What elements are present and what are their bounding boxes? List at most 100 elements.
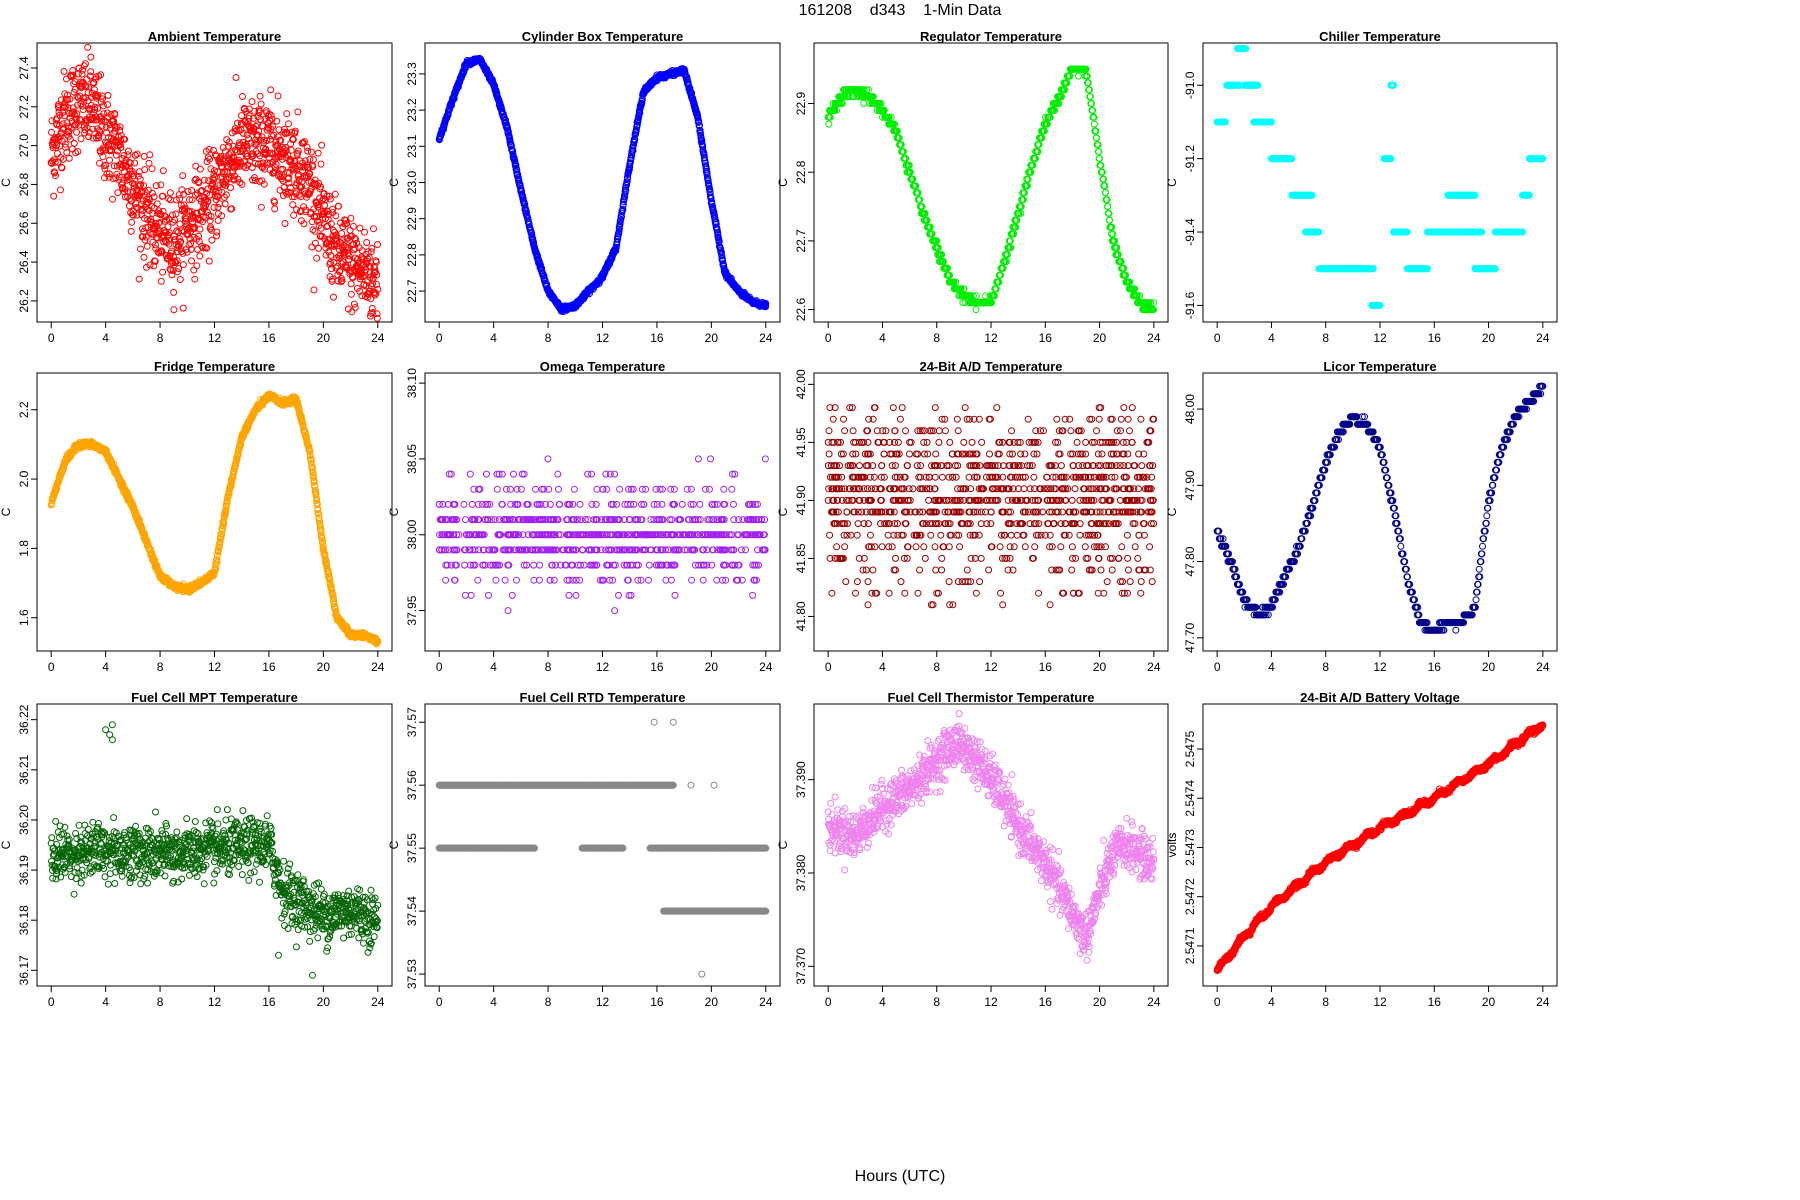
data-point [159, 268, 167, 276]
x-tick-label: 0 [436, 331, 443, 345]
data-point [102, 161, 110, 169]
data-point [314, 149, 322, 157]
y-tick-label: -91.4 [1183, 218, 1197, 246]
data-point [218, 212, 226, 220]
data-point [203, 244, 211, 252]
data-point [127, 227, 135, 235]
data-point [173, 257, 181, 265]
data-point [188, 187, 196, 194]
data-point [368, 244, 376, 252]
data-point [213, 168, 221, 176]
data-point [107, 111, 115, 118]
data-point [374, 241, 381, 248]
data-point [124, 193, 132, 201]
data-point [74, 101, 82, 109]
data-series [435, 54, 770, 316]
data-point [196, 252, 204, 260]
data-point [190, 266, 198, 274]
data-point [109, 195, 116, 203]
data-series [47, 43, 382, 322]
data-point [294, 147, 302, 155]
data-point [253, 138, 261, 146]
panel-title: Cylinder Box Temperature [522, 29, 684, 44]
y-tick-label: 22.9 [405, 207, 419, 231]
data-point [177, 245, 185, 253]
data-point [150, 262, 158, 270]
data-point [825, 120, 833, 128]
data-point [336, 267, 344, 275]
data-point [157, 277, 165, 285]
y-tick-label: 23.1 [405, 134, 419, 158]
data-point [345, 255, 353, 263]
data-point [235, 162, 243, 170]
data-point [219, 170, 227, 178]
data-point [250, 174, 258, 181]
data-point [271, 205, 279, 213]
y-tick-label: 22.6 [794, 298, 808, 322]
data-point [267, 86, 275, 94]
data-point [154, 234, 162, 242]
data-point [194, 216, 202, 224]
y-axis-label: C [776, 178, 790, 187]
data-point [321, 196, 329, 204]
data-point [340, 241, 348, 249]
data-point [131, 151, 139, 159]
data-point [352, 235, 360, 243]
data-point [272, 160, 280, 168]
data-point [257, 100, 265, 108]
data-point [131, 159, 139, 167]
data-point [270, 131, 278, 139]
data-point [335, 202, 343, 210]
data-point [230, 176, 238, 184]
y-tick-label: -91.0 [1183, 71, 1197, 99]
data-point [253, 121, 261, 129]
data-point [281, 220, 289, 227]
y-tick-label: -91.2 [1183, 145, 1197, 173]
data-point [146, 261, 154, 269]
data-point [225, 138, 233, 146]
data-point [193, 262, 201, 270]
data-point [73, 110, 81, 118]
data-point [128, 167, 136, 175]
data-point [142, 224, 150, 232]
data-point [141, 188, 149, 196]
y-tick-label: 26.2 [17, 289, 31, 313]
panel-title: Regulator Temperature [920, 29, 1062, 44]
data-point [143, 263, 150, 271]
data-point [191, 176, 199, 184]
data-point [124, 147, 132, 155]
y-tick-label: 1.6 [17, 609, 31, 626]
data-point [338, 277, 346, 285]
data-point [69, 71, 77, 79]
data-point [84, 43, 92, 51]
data-point [100, 117, 108, 124]
data-point [313, 254, 321, 262]
data-point [274, 92, 282, 100]
data-point [327, 252, 335, 259]
data-point [76, 115, 84, 123]
data-point [128, 218, 136, 226]
data-point [60, 68, 68, 75]
y-axis-label: C [0, 507, 13, 516]
data-point [148, 189, 156, 197]
data-point [95, 131, 103, 139]
data-point [1075, 72, 1082, 80]
data-point [110, 162, 118, 170]
x-tick-label: 4 [102, 660, 109, 674]
data-point [283, 128, 290, 136]
x-tick-label: 16 [1428, 331, 1442, 345]
data-point [287, 146, 295, 154]
data-point [347, 280, 355, 288]
data-point [348, 308, 356, 316]
x-tick-label: 4 [102, 331, 109, 345]
data-point [177, 238, 185, 246]
data-point [1090, 120, 1098, 128]
y-tick-label: 26.6 [17, 211, 31, 235]
data-point [87, 68, 95, 76]
data-point [188, 208, 196, 216]
data-point [92, 113, 100, 121]
y-tick-label: 23.3 [405, 62, 419, 86]
data-point [300, 220, 308, 228]
data-point [161, 217, 169, 225]
data-point [152, 241, 159, 249]
